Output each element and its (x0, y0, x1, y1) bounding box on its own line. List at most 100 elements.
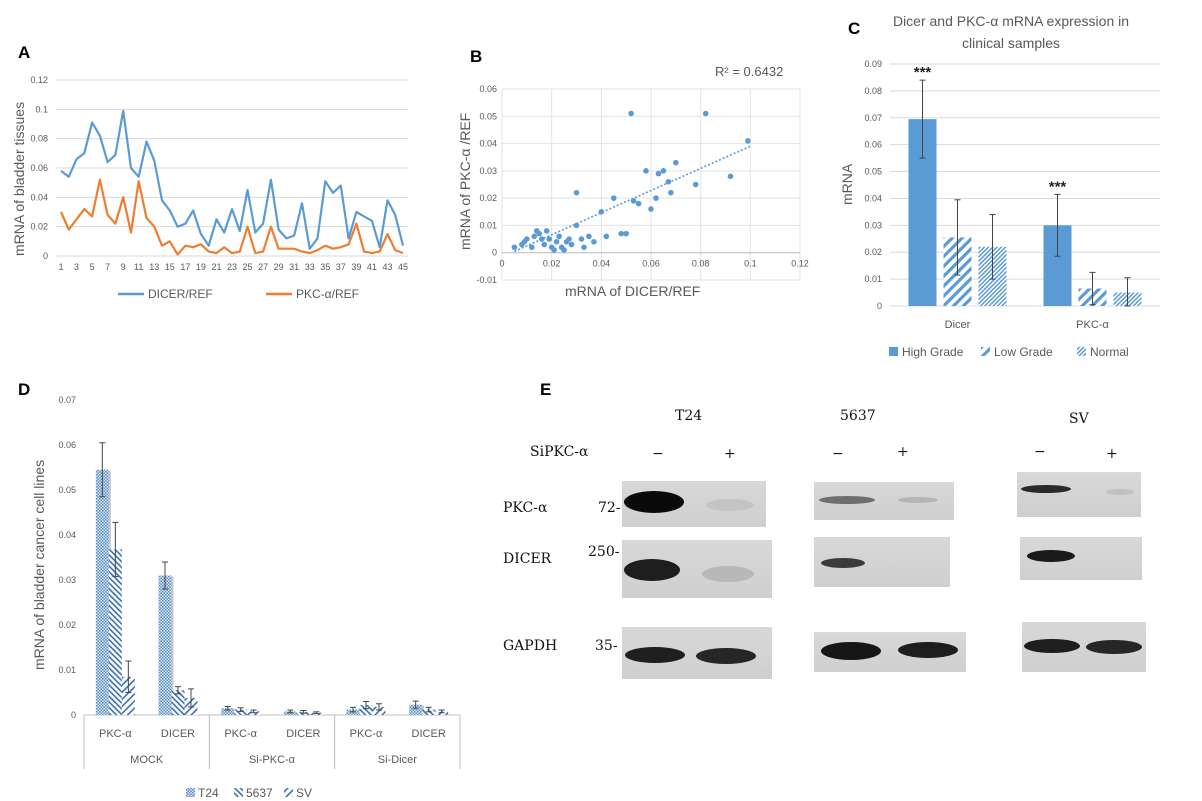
chart-b-point (603, 233, 610, 240)
chart-b-point (630, 198, 637, 204)
chart-b-point (551, 247, 557, 253)
chart-d-category-label: PKC-α (224, 728, 257, 740)
blot-band-sv-gapdh-plus (1086, 640, 1142, 654)
chart-b-point (561, 247, 567, 253)
panel-label-c: C (848, 19, 860, 38)
chart-b-point (618, 230, 624, 237)
chart-a-ylabel: mRNA of bladder tissues (11, 102, 27, 256)
chart-b-ytick: -0.01 (476, 275, 497, 285)
blot-sign-sv-minus: − (1034, 444, 1046, 460)
chart-d-category-label: DICER (412, 728, 446, 740)
chart-b-point (655, 170, 662, 177)
chart-b-xtick: 0.04 (593, 259, 611, 269)
chart-b-xtick: 0 (499, 259, 504, 269)
chart-b-point (573, 189, 580, 196)
chart-a-ytick: 0.06 (30, 163, 48, 173)
chart-b-point (660, 168, 667, 174)
chart-b-point (573, 222, 580, 229)
chart-b-point (653, 195, 659, 201)
chart-b-xtick: 0.1 (744, 259, 757, 269)
chart-a-xtick: 35 (320, 262, 330, 272)
chart-b-point (586, 233, 592, 240)
chart-b-scatter: mRNA of PKC-α /REF mRNA of DICER/REF R² … (457, 64, 809, 299)
chart-d-bar (121, 676, 135, 715)
chart-a-xtick: 3 (74, 262, 79, 272)
chart-a-xtick: 37 (336, 262, 346, 272)
chart-d-ytick: 0.04 (58, 530, 76, 540)
chart-a-xtick: 21 (211, 262, 221, 272)
blot-band-t24-gapdh-plus (696, 648, 756, 664)
chart-c-ytick: 0.02 (864, 247, 882, 257)
blot-band-t24-pkc-minus (624, 491, 684, 513)
chart-d-bar (158, 575, 172, 715)
chart-c-legend-label-1: Low Grade (994, 345, 1053, 359)
chart-d-bar (108, 549, 122, 715)
chart-d-bar (95, 469, 109, 715)
blot-band-t24-dicer-minus (624, 559, 680, 581)
chart-c-ytick: 0.09 (864, 59, 882, 69)
chart-b-point (673, 159, 679, 166)
chart-b-ytick: 0.02 (479, 193, 497, 203)
blot-band-sv-pkc-minus (1021, 485, 1071, 493)
chart-a-xtick: 29 (274, 262, 284, 272)
chart-c-bar: Dicer and PKC-α mRNA expression in clini… (839, 13, 1160, 359)
western-blot: T24 5637 SV SiPKC-α − + − + − + PKC-α DI… (503, 408, 1146, 679)
blot-cellline-sv: SV (1069, 411, 1090, 427)
chart-b-point (529, 244, 535, 251)
chart-a-xtick: 13 (149, 262, 159, 272)
chart-d-legend-label-0: T24 (198, 786, 219, 800)
chart-b-point (598, 208, 605, 215)
chart-a-xtick: 1 (58, 262, 63, 272)
chart-a-xtick: 43 (382, 262, 392, 272)
chart-d-category-label: DICER (161, 728, 195, 740)
chart-b-ytick: 0.04 (479, 139, 497, 149)
chart-b-point (556, 233, 562, 240)
chart-b-point (610, 195, 617, 201)
blot-marker-35: 35- (595, 638, 618, 654)
chart-d-category-label: PKC-α (99, 728, 132, 740)
chart-b-point (581, 244, 587, 251)
chart-d-bar (234, 709, 248, 715)
chart-b-ytick: 0.01 (479, 220, 497, 230)
chart-c-ytick: 0.08 (864, 86, 882, 96)
chart-a-xtick: 11 (134, 262, 143, 272)
chart-d-bar: mRNA of bladder cancer cell lines 0 0.01 0… (31, 395, 461, 800)
blot-band-sv-gapdh-minus (1024, 639, 1080, 653)
chart-b-ytick: 0.05 (479, 111, 497, 121)
chart-b-point (702, 110, 709, 117)
chart-a-xtick: 33 (305, 262, 315, 272)
chart-c-ytick: 0.07 (864, 113, 882, 123)
blot-band-5637-pkc-minus (819, 496, 875, 504)
blot-cellline-t24: T24 (675, 408, 702, 424)
chart-c-ylabel: mRNA (839, 163, 855, 205)
chart-c-title-line1: Dicer and PKC-α mRNA expression in (893, 13, 1129, 29)
blot-sign-t24-plus: + (724, 446, 736, 462)
chart-b-point (553, 239, 560, 245)
chart-a-ytick: 0.02 (30, 222, 48, 232)
chart-b-xtick: 0.12 (791, 259, 809, 269)
chart-a-xtick: 15 (165, 262, 175, 272)
chart-a-legend-label-0: DICER/REF (148, 287, 213, 301)
blot-band-t24-dicer-plus (702, 566, 754, 582)
blot-marker-72: 72- (598, 500, 621, 516)
chart-b-r2: R² = 0.6432 (715, 64, 783, 79)
chart-a-xtick: 41 (367, 262, 377, 272)
chart-b-point (623, 230, 629, 237)
chart-d-legend-label-1: 5637 (246, 786, 273, 800)
chart-d-bar (221, 708, 235, 715)
chart-a-ytick: 0.04 (30, 192, 48, 202)
chart-b-point (538, 236, 545, 242)
chart-d-legend-label-2: SV (296, 786, 312, 800)
chart-d-category-label: PKC-α (350, 728, 383, 740)
chart-a-xtick: 5 (90, 262, 95, 272)
chart-a-xtick: 31 (289, 262, 299, 272)
chart-b-point (591, 239, 597, 245)
chart-c-ytick: 0 (877, 301, 882, 311)
chart-b-point (524, 236, 530, 242)
chart-a-xtick: 25 (243, 262, 253, 272)
chart-c-ytick: 0.01 (864, 274, 882, 284)
blot-band-5637-pkc-plus (898, 497, 938, 503)
chart-b-point (543, 228, 550, 234)
chart-a-xtick: 9 (121, 262, 126, 272)
